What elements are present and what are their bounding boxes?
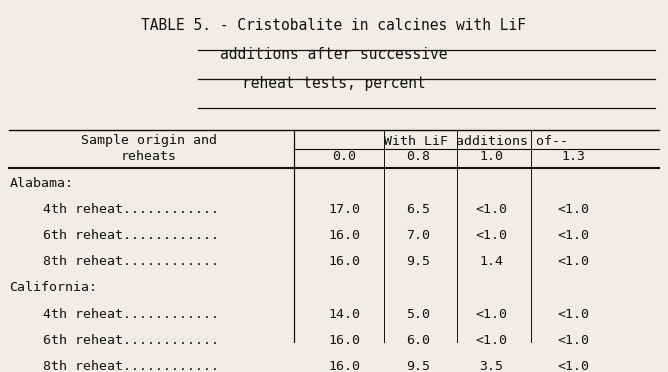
Text: 0.8: 0.8 [406,150,430,163]
Text: 1.0: 1.0 [480,150,504,163]
Text: <1.0: <1.0 [476,229,508,242]
Text: <1.0: <1.0 [476,308,508,321]
Text: 16.0: 16.0 [328,334,360,347]
Text: Alabama:: Alabama: [9,177,73,190]
Text: additions after successive: additions after successive [220,47,448,62]
Text: 16.0: 16.0 [328,360,360,372]
Text: 14.0: 14.0 [328,308,360,321]
Text: 17.0: 17.0 [328,203,360,216]
Text: <1.0: <1.0 [558,255,590,268]
Text: <1.0: <1.0 [558,229,590,242]
Text: 1.3: 1.3 [562,150,586,163]
Text: 0.0: 0.0 [332,150,356,163]
Text: With LiF additions of--: With LiF additions of-- [384,135,568,148]
Text: reheats: reheats [120,150,176,163]
Text: 3.5: 3.5 [480,360,504,372]
Text: 5.0: 5.0 [406,308,430,321]
Text: <1.0: <1.0 [476,334,508,347]
Text: 7.0: 7.0 [406,229,430,242]
Text: reheat tests, percent: reheat tests, percent [242,76,426,91]
Text: California:: California: [9,282,98,295]
Text: 4th reheat............: 4th reheat............ [43,203,218,216]
Text: 6th reheat............: 6th reheat............ [43,334,218,347]
Text: <1.0: <1.0 [476,203,508,216]
Text: 8th reheat............: 8th reheat............ [43,360,218,372]
Text: <1.0: <1.0 [558,360,590,372]
Text: 4th reheat............: 4th reheat............ [43,308,218,321]
Text: 16.0: 16.0 [328,229,360,242]
Text: <1.0: <1.0 [558,334,590,347]
Text: 1.4: 1.4 [480,255,504,268]
Text: Sample origin and: Sample origin and [81,134,216,147]
Text: 6.0: 6.0 [406,334,430,347]
Text: 8th reheat............: 8th reheat............ [43,255,218,268]
Text: 6.5: 6.5 [406,203,430,216]
Text: 9.5: 9.5 [406,255,430,268]
Text: 9.5: 9.5 [406,360,430,372]
Text: 6th reheat............: 6th reheat............ [43,229,218,242]
Text: <1.0: <1.0 [558,308,590,321]
Text: 16.0: 16.0 [328,255,360,268]
Text: <1.0: <1.0 [558,203,590,216]
Text: TABLE 5. - Cristobalite in calcines with LiF: TABLE 5. - Cristobalite in calcines with… [142,18,526,33]
